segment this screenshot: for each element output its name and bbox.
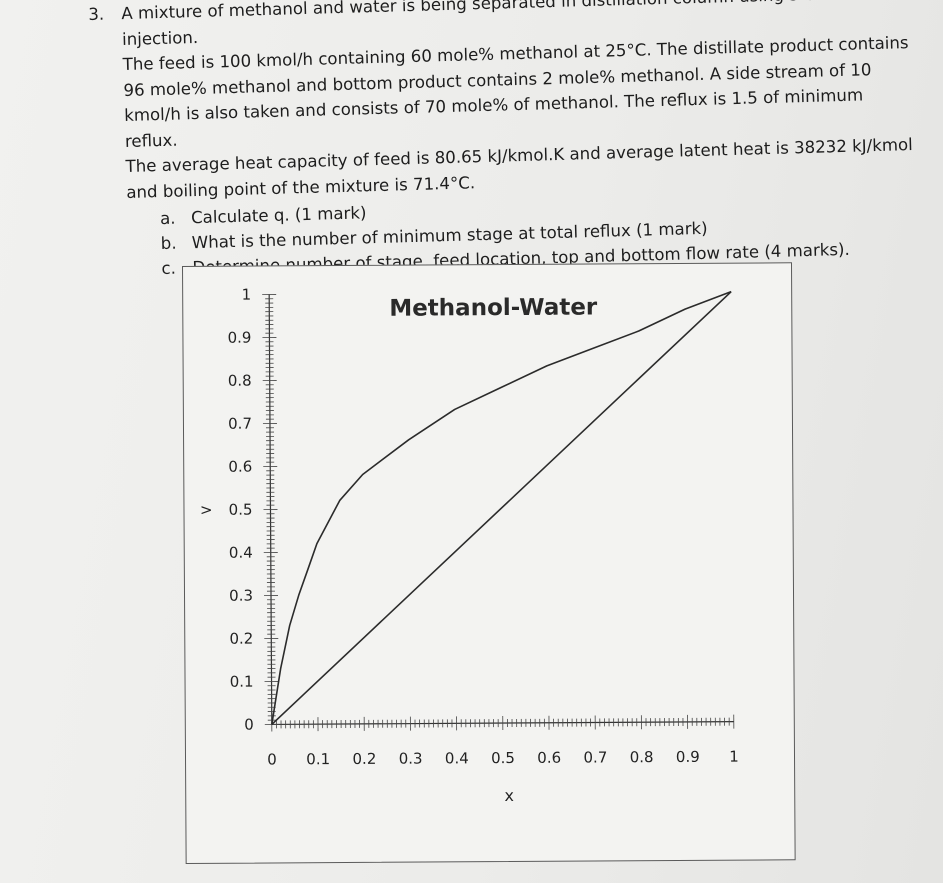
y-tick-label: 0.7 (228, 415, 252, 433)
y-tick-label: 0.4 (229, 544, 253, 562)
y-tick-label: 1 (242, 286, 252, 304)
part-label: b. (160, 233, 177, 254)
x-tick-label: 0 (267, 750, 277, 768)
y-tick-label: 0.8 (228, 372, 252, 390)
y-tick-label: 0.6 (228, 458, 252, 476)
chart-frame: 0 0.1 0.2 0.3 0.4 0.5 0.6 0.7 0.8 0.9 1 0 0.1 0.2 0.3 0… (182, 262, 796, 864)
x-tick-label: 0.7 (583, 748, 607, 766)
x-tick-label: 0.5 (491, 749, 515, 767)
x-tick-label: 0.3 (399, 750, 423, 768)
part-text: Calculate q. (1 mark) (190, 203, 367, 228)
x-tick-label: 0.2 (352, 750, 376, 768)
equilibrium-curve (271, 290, 732, 725)
x-tick-label: 0.8 (630, 748, 654, 766)
x-tick-label: 0.6 (537, 749, 561, 767)
x-tick-label: 0.9 (676, 748, 700, 766)
y-tick-label: 0.5 (229, 501, 253, 519)
handwritten-arrow-mark: > (200, 501, 213, 519)
question-text: A mixture of methanol and water is being… (121, 0, 923, 205)
y-tick-label: 0.3 (229, 587, 253, 605)
question-number: 3. (88, 4, 105, 24)
x-tick-label: 0.4 (445, 749, 469, 767)
part-label: a. (159, 208, 176, 229)
xy-equilibrium-chart: 0 0.1 0.2 0.3 0.4 0.5 0.6 0.7 0.8 0.9 1 0 0.1 0.2 0.3 0… (200, 286, 739, 805)
x-tick-label: 1 (729, 748, 739, 766)
x-axis-label: x (504, 786, 514, 805)
y-tick-label: 0.9 (228, 329, 252, 347)
x-tick-label: 0.1 (306, 750, 330, 768)
y-tick-label: 0 (244, 716, 254, 734)
chart-title: Methanol-Water (389, 294, 598, 321)
question-block: 3. A mixture of methanol and water is be… (88, 0, 926, 283)
y-tick-label: 0.2 (229, 630, 253, 648)
diagonal-line (271, 291, 732, 726)
y-tick-label: 0.1 (230, 673, 254, 691)
